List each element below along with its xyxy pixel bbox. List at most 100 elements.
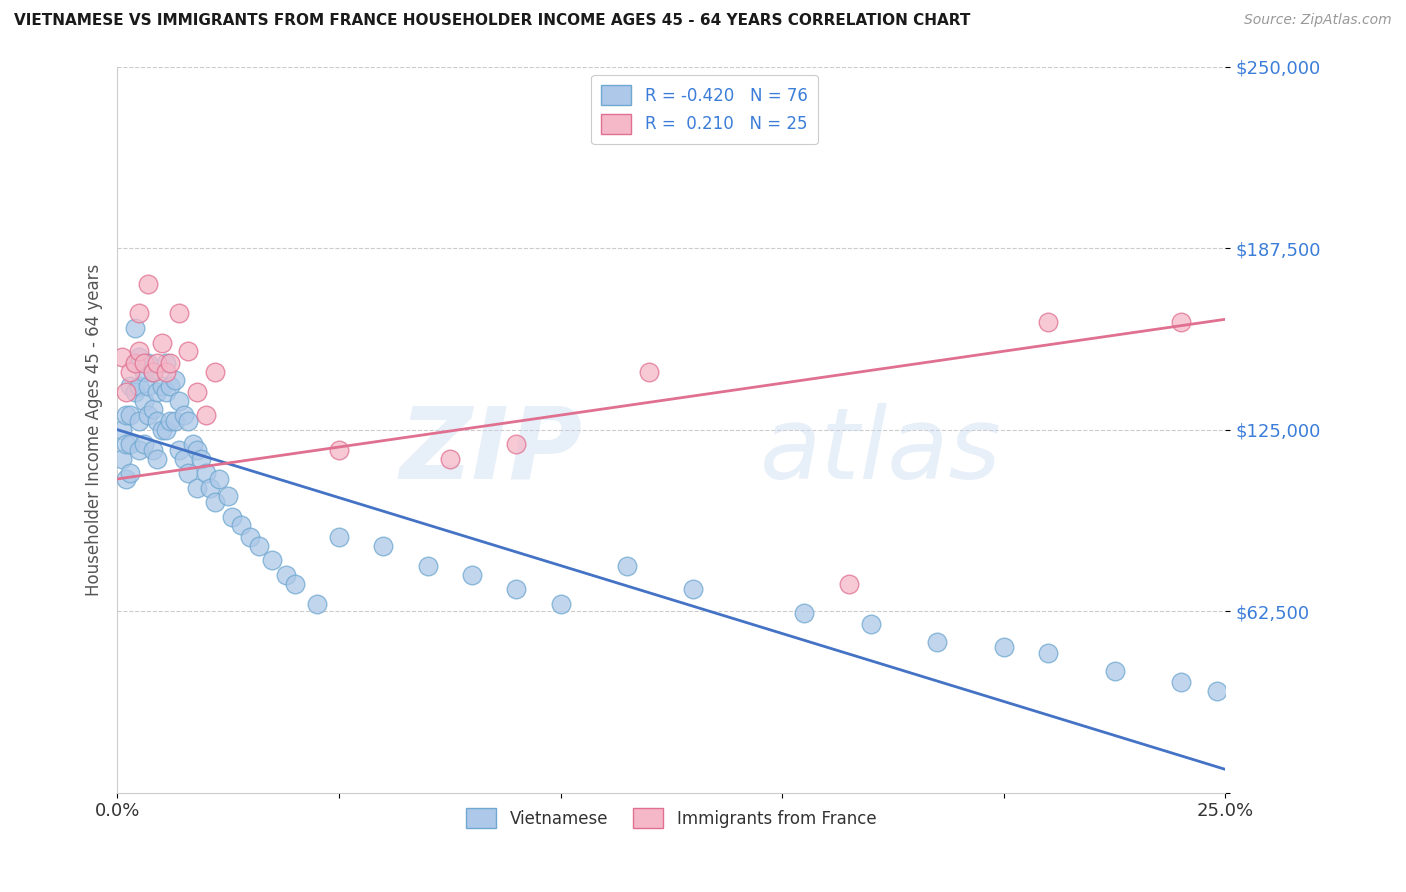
Text: ZIP: ZIP [399, 403, 582, 500]
Point [142, 402, 165, 417]
Point [416, 559, 439, 574]
Point [328, 530, 350, 544]
Point [221, 509, 243, 524]
Point [167, 442, 190, 457]
Point [155, 384, 177, 399]
Point [186, 481, 208, 495]
Point [616, 559, 638, 574]
Point [124, 356, 146, 370]
Point [132, 356, 155, 370]
Point [111, 423, 134, 437]
Point [328, 442, 350, 457]
Point [115, 408, 138, 422]
Point [128, 414, 150, 428]
Point [993, 640, 1015, 655]
Point [838, 576, 860, 591]
Point [115, 437, 138, 451]
Point [132, 393, 155, 408]
Point [163, 414, 186, 428]
Point [793, 606, 815, 620]
Point [128, 379, 150, 393]
Point [136, 356, 159, 370]
Point [120, 437, 142, 451]
Point [159, 356, 181, 370]
Point [194, 466, 217, 480]
Point [132, 365, 155, 379]
Point [638, 365, 661, 379]
Point [177, 466, 200, 480]
Text: Source: ZipAtlas.com: Source: ZipAtlas.com [1244, 13, 1392, 28]
Point [505, 582, 527, 597]
Point [1036, 646, 1059, 660]
Point [1170, 675, 1192, 690]
Point [859, 617, 882, 632]
Point [128, 350, 150, 364]
Text: atlas: atlas [761, 403, 1001, 500]
Point [159, 414, 181, 428]
Point [128, 442, 150, 457]
Point [155, 365, 177, 379]
Point [231, 518, 253, 533]
Point [167, 393, 190, 408]
Point [927, 634, 949, 648]
Point [150, 423, 173, 437]
Point [373, 539, 395, 553]
Point [120, 379, 142, 393]
Point [167, 306, 190, 320]
Point [262, 553, 284, 567]
Point [155, 356, 177, 370]
Y-axis label: Householder Income Ages 45 - 64 years: Householder Income Ages 45 - 64 years [86, 263, 103, 596]
Point [124, 321, 146, 335]
Point [115, 472, 138, 486]
Point [439, 451, 461, 466]
Point [150, 379, 173, 393]
Point [136, 277, 159, 292]
Point [200, 481, 222, 495]
Point [194, 408, 217, 422]
Point [204, 495, 226, 509]
Point [155, 423, 177, 437]
Point [461, 567, 484, 582]
Point [204, 365, 226, 379]
Point [146, 384, 169, 399]
Point [181, 437, 204, 451]
Point [682, 582, 704, 597]
Point [247, 539, 270, 553]
Point [136, 379, 159, 393]
Text: VIETNAMESE VS IMMIGRANTS FROM FRANCE HOUSEHOLDER INCOME AGES 45 - 64 YEARS CORRE: VIETNAMESE VS IMMIGRANTS FROM FRANCE HOU… [14, 13, 970, 29]
Point [120, 466, 142, 480]
Point [274, 567, 297, 582]
Point [163, 373, 186, 387]
Point [305, 597, 328, 611]
Point [1036, 315, 1059, 329]
Point [120, 365, 142, 379]
Point [124, 356, 146, 370]
Point [111, 350, 134, 364]
Point [177, 344, 200, 359]
Point [190, 451, 212, 466]
Point [146, 414, 169, 428]
Point [128, 344, 150, 359]
Point [1170, 315, 1192, 329]
Point [142, 365, 165, 379]
Point [115, 384, 138, 399]
Point [217, 490, 239, 504]
Point [186, 442, 208, 457]
Point [111, 451, 134, 466]
Legend: Vietnamese, Immigrants from France: Vietnamese, Immigrants from France [460, 802, 883, 835]
Point [142, 442, 165, 457]
Point [173, 408, 195, 422]
Point [159, 379, 181, 393]
Point [1205, 684, 1227, 698]
Point [177, 414, 200, 428]
Point [208, 472, 231, 486]
Point [1104, 664, 1126, 678]
Point [505, 437, 527, 451]
Point [142, 365, 165, 379]
Point [550, 597, 572, 611]
Point [283, 576, 305, 591]
Point [150, 335, 173, 350]
Point [120, 408, 142, 422]
Point [173, 451, 195, 466]
Point [186, 384, 208, 399]
